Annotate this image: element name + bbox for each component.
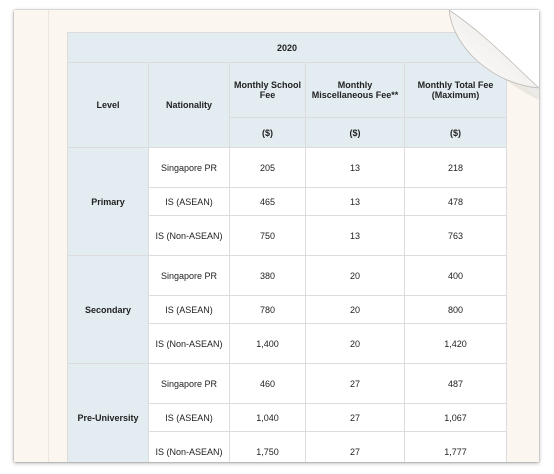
misc-fee-cell: 27 [305, 363, 405, 404]
nationality-header: Nationality [148, 62, 230, 148]
page-curl-icon [449, 10, 539, 100]
misc-fee-cell: 20 [305, 255, 405, 296]
school-fee-cell: 205 [229, 147, 306, 188]
nationality-cell: IS (Non-ASEAN) [148, 431, 230, 462]
nationality-cell: IS (ASEAN) [148, 403, 230, 432]
year-header-row: 2020 [66, 32, 508, 63]
page-margin-line [48, 10, 49, 462]
misc-fee-cell: 20 [305, 295, 405, 324]
misc-fee-cell: 13 [305, 147, 405, 188]
units-row: ($) ($) ($) [68, 117, 508, 148]
school-fee-cell: 750 [229, 215, 306, 256]
column-header-row: Level Nationality Monthly School Fee Mon… [67, 62, 508, 148]
level-header: Level [67, 62, 149, 148]
school-fee-cell: 380 [229, 255, 306, 296]
nationality-cell: IS (Non-ASEAN) [148, 215, 230, 256]
table-row: IS (ASEAN) 465 13 478 [68, 187, 508, 216]
document-page: 2020 Level Nationality Monthly School Fe… [14, 10, 539, 462]
total-fee-cell: 1,067 [403, 403, 508, 432]
nationality-cell: Singapore PR [148, 255, 230, 296]
nationality-cell: IS (Non-ASEAN) [148, 323, 230, 364]
table-row: IS (Non-ASEAN) 1,750 27 1,777 [68, 431, 508, 462]
nationality-cell: Singapore PR [148, 147, 230, 188]
nationality-cell: IS (ASEAN) [148, 187, 230, 216]
table-row: Pre-University Singapore PR 460 27 487 [67, 363, 508, 462]
table-row: IS (Non-ASEAN) 750 13 763 [68, 215, 508, 256]
school-fee-unit: ($) [229, 117, 306, 148]
misc-fee-cell: 13 [305, 187, 405, 216]
total-fee-header: Monthly Total Fee (Maximum) [403, 62, 508, 118]
school-fees-table: 2020 Level Nationality Monthly School Fe… [66, 32, 508, 462]
misc-fee-unit: ($) [305, 117, 405, 148]
total-fee-cell: 487 [403, 363, 508, 404]
school-fee-cell: 465 [229, 187, 306, 216]
misc-fee-cell: 27 [305, 431, 405, 462]
total-fee-cell: 400 [403, 255, 508, 296]
school-fee-cell: 1,040 [229, 403, 306, 432]
table-row: IS (Non-ASEAN) 1,400 20 1,420 [68, 323, 508, 364]
total-fee-unit: ($) [403, 117, 508, 148]
school-fee-cell: 1,400 [229, 323, 306, 364]
level-cell: Primary [67, 147, 149, 256]
total-fee-cell: 1,420 [403, 323, 508, 364]
misc-fee-cell: 27 [305, 403, 405, 432]
total-fee-cell: 478 [403, 187, 508, 216]
total-fee-cell: 763 [403, 215, 508, 256]
misc-fee-cell: 20 [305, 323, 405, 364]
total-fee-cell: 218 [403, 147, 508, 188]
level-cell: Secondary [67, 255, 149, 364]
total-fee-cell: 1,777 [403, 431, 508, 462]
year-header: 2020 [66, 32, 508, 63]
total-fee-cell: 800 [403, 295, 508, 324]
school-fee-header: Monthly School Fee [229, 62, 306, 118]
misc-fee-cell: 13 [305, 215, 405, 256]
school-fee-cell: 780 [229, 295, 306, 324]
school-fee-cell: 460 [229, 363, 306, 404]
nationality-cell: Singapore PR [148, 363, 230, 404]
misc-fee-header: Monthly Miscellaneous Fee** [305, 62, 405, 118]
table-row: IS (ASEAN) 1,040 27 1,067 [68, 403, 508, 432]
table-row: Primary Singapore PR 205 13 218 [67, 147, 508, 256]
table-row: Secondary Singapore PR 380 20 400 [67, 255, 508, 364]
level-cell: Pre-University [67, 363, 149, 462]
school-fee-cell: 1,750 [229, 431, 306, 462]
nationality-cell: IS (ASEAN) [148, 295, 230, 324]
